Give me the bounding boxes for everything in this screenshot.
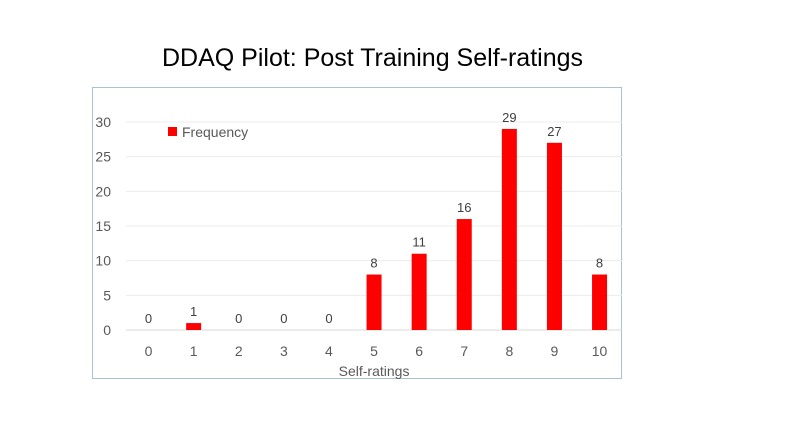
bar [456,219,472,330]
x-tick-label: 2 [235,343,243,359]
x-tick-label: 6 [415,343,423,359]
data-label: 1 [190,304,197,319]
bar [501,128,517,330]
data-label: 0 [280,311,287,326]
x-tick-label: 7 [460,343,468,359]
x-tick-label: 5 [370,343,378,359]
data-label: 29 [502,110,516,125]
x-axis-title: Self-ratings [339,363,410,379]
y-tick-label: 0 [103,322,111,338]
x-tick-label: 4 [325,343,333,359]
y-tick-label: 25 [95,149,111,165]
x-tick-label: 8 [505,343,513,359]
x-tick-label: 1 [190,343,198,359]
data-label: 8 [596,256,603,271]
y-tick-label: 10 [95,253,111,269]
bar [366,274,382,330]
data-label: 11 [412,235,426,250]
data-label: 8 [370,256,377,271]
data-label: 0 [325,311,332,326]
x-tick-label: 0 [145,343,153,359]
data-label: 27 [547,124,561,139]
legend-label: Frequency [182,124,248,140]
chart-frame [92,87,622,379]
bar [186,323,202,330]
y-tick-label: 30 [95,114,111,130]
x-tick-label: 3 [280,343,288,359]
y-tick-label: 5 [103,287,111,303]
bar [411,253,427,330]
x-tick-label: 10 [592,343,608,359]
legend-swatch [168,127,177,136]
data-label: 0 [235,311,242,326]
chart-title: DDAQ Pilot: Post Training Self-ratings [162,44,583,72]
data-label: 16 [457,200,471,215]
x-tick-label: 9 [551,343,559,359]
y-tick-label: 20 [95,183,111,199]
y-tick-label: 15 [95,218,111,234]
data-label: 0 [145,311,152,326]
bar [546,142,562,330]
bar [592,274,608,330]
